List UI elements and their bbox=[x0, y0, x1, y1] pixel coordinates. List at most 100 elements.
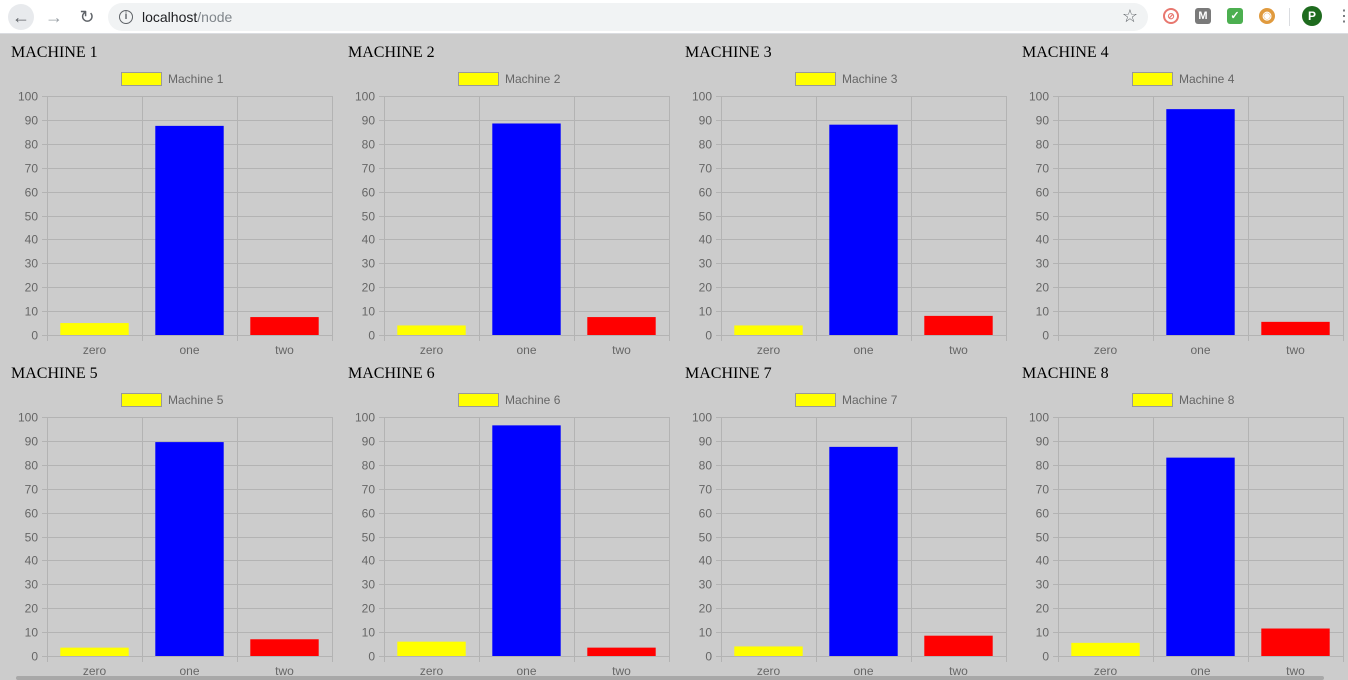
bar-zero[interactable] bbox=[1071, 642, 1140, 656]
bar-two[interactable] bbox=[587, 317, 656, 335]
bar-one[interactable] bbox=[1166, 109, 1235, 336]
chart-legend[interactable]: Machine 2 bbox=[458, 72, 561, 86]
extension-m-icon[interactable]: M bbox=[1195, 8, 1211, 24]
x-tick-label: zero bbox=[420, 664, 444, 677]
menu-kebab-icon[interactable]: ⋮ bbox=[1336, 8, 1348, 25]
chart-legend[interactable]: Machine 8 bbox=[1132, 393, 1235, 407]
legend-label: Machine 5 bbox=[168, 393, 224, 407]
extension-mail-icon[interactable]: ✓ bbox=[1227, 8, 1243, 24]
y-tick-label: 10 bbox=[1036, 626, 1050, 640]
horizontal-scrollbar[interactable] bbox=[16, 676, 1324, 680]
toolbar-divider bbox=[1289, 8, 1290, 26]
reload-icon[interactable]: ↻ bbox=[79, 6, 95, 27]
y-tick-label: 10 bbox=[1036, 305, 1050, 319]
chart-legend[interactable]: Machine 6 bbox=[458, 393, 561, 407]
bar-zero[interactable] bbox=[397, 325, 466, 335]
bar-two[interactable] bbox=[250, 317, 319, 335]
bookmark-star-icon[interactable]: ☆ bbox=[1121, 6, 1138, 26]
bar-chart: Machine 3 0 10 20 30 40 50 60 70 80 90 100 zero one tw… bbox=[692, 72, 1007, 356]
y-tick-label: 20 bbox=[362, 602, 376, 616]
machine-chart-panel: MACHINE 4 Machine 4 0 10 20 30 40 50 60 70 80 90 100… bbox=[1011, 35, 1348, 356]
y-tick-label: 70 bbox=[1036, 162, 1050, 176]
y-tick-label: 90 bbox=[1036, 435, 1050, 449]
bar-zero[interactable] bbox=[734, 646, 803, 656]
bar-zero[interactable] bbox=[397, 641, 466, 656]
bar-one[interactable] bbox=[829, 446, 898, 656]
y-tick-label: 90 bbox=[1036, 114, 1050, 128]
bar-two[interactable] bbox=[587, 647, 656, 656]
chart-legend[interactable]: Machine 1 bbox=[121, 72, 224, 86]
x-tick-label: zero bbox=[83, 664, 107, 677]
y-tick-label: 60 bbox=[25, 186, 39, 200]
y-tick-label: 80 bbox=[362, 459, 376, 473]
bar-chart: Machine 2 0 10 20 30 40 50 60 70 80 90 100 zero one tw… bbox=[355, 72, 670, 356]
y-tick-label: 60 bbox=[699, 507, 713, 521]
y-tick-label: 40 bbox=[699, 554, 713, 568]
y-tick-label: 100 bbox=[1029, 90, 1049, 104]
y-tick-label: 100 bbox=[355, 90, 375, 104]
bar-one[interactable] bbox=[155, 442, 224, 656]
chart-title: MACHINE 1 bbox=[11, 44, 98, 61]
bar-one[interactable] bbox=[155, 125, 224, 335]
x-tick-label: one bbox=[179, 343, 199, 356]
bar-zero[interactable] bbox=[734, 325, 803, 335]
profile-avatar[interactable]: P bbox=[1302, 6, 1322, 26]
bar-chart: Machine 8 0 10 20 30 40 50 60 70 80 90 100 zero one tw… bbox=[1029, 393, 1344, 677]
y-tick-label: 70 bbox=[25, 162, 39, 176]
chart-title: MACHINE 7 bbox=[685, 365, 772, 382]
chart-legend[interactable]: Machine 3 bbox=[795, 72, 898, 86]
y-tick-label: 10 bbox=[699, 626, 713, 640]
x-tick-label: two bbox=[949, 664, 968, 677]
legend-swatch bbox=[121, 393, 162, 407]
legend-swatch bbox=[795, 393, 836, 407]
legend-swatch bbox=[121, 72, 162, 86]
x-tick-label: zero bbox=[1094, 343, 1118, 356]
y-tick-label: 30 bbox=[699, 578, 713, 592]
machine-chart-panel: MACHINE 5 Machine 5 0 10 20 30 40 50 60 70 80 90 100… bbox=[0, 356, 337, 677]
y-tick-label: 90 bbox=[362, 435, 376, 449]
y-tick-label: 60 bbox=[1036, 186, 1050, 200]
extension-owl-icon[interactable]: ◉ bbox=[1259, 8, 1275, 24]
y-tick-label: 70 bbox=[25, 483, 39, 497]
bar-two[interactable] bbox=[1261, 628, 1330, 656]
y-tick-label: 10 bbox=[25, 305, 39, 319]
bar-one[interactable] bbox=[492, 123, 561, 335]
address-bar[interactable]: i localhost/node ☆ bbox=[108, 3, 1148, 31]
y-tick-label: 70 bbox=[699, 483, 713, 497]
bar-zero[interactable] bbox=[60, 647, 129, 656]
back-arrow-icon[interactable]: ← bbox=[8, 4, 34, 30]
y-tick-label: 80 bbox=[25, 138, 39, 152]
extension-blocker-icon[interactable]: ⊘ bbox=[1163, 8, 1179, 24]
url-text[interactable]: localhost/node bbox=[142, 9, 232, 25]
chart-legend[interactable]: Machine 7 bbox=[795, 393, 898, 407]
x-tick-label: zero bbox=[1094, 664, 1118, 677]
y-tick-label: 100 bbox=[355, 411, 375, 425]
y-tick-label: 20 bbox=[1036, 602, 1050, 616]
machine-chart-panel: MACHINE 3 Machine 3 0 10 20 30 40 50 60 70 80 90 100… bbox=[674, 35, 1011, 356]
legend-label: Machine 1 bbox=[168, 72, 224, 86]
bar-one[interactable] bbox=[1166, 457, 1235, 656]
y-tick-label: 70 bbox=[362, 162, 376, 176]
y-tick-label: 10 bbox=[25, 626, 39, 640]
bar-two[interactable] bbox=[924, 315, 993, 335]
y-tick-label: 0 bbox=[368, 650, 375, 664]
y-tick-label: 0 bbox=[1042, 329, 1049, 343]
bar-one[interactable] bbox=[829, 124, 898, 336]
chart-legend[interactable]: Machine 5 bbox=[121, 393, 224, 407]
bar-two[interactable] bbox=[250, 639, 319, 656]
machine-chart-panel: MACHINE 1 Machine 1 0 10 20 30 40 50 60 70 80 90 100… bbox=[0, 35, 337, 356]
x-tick-label: one bbox=[853, 664, 873, 677]
legend-label: Machine 2 bbox=[505, 72, 561, 86]
chart-legend[interactable]: Machine 4 bbox=[1132, 72, 1235, 86]
y-tick-label: 60 bbox=[362, 186, 376, 200]
y-tick-label: 20 bbox=[699, 602, 713, 616]
bar-zero[interactable] bbox=[60, 323, 129, 335]
x-tick-label: one bbox=[1190, 343, 1210, 356]
y-tick-label: 100 bbox=[692, 90, 712, 104]
bar-two[interactable] bbox=[924, 635, 993, 656]
info-icon[interactable]: i bbox=[119, 10, 133, 24]
bar-two[interactable] bbox=[1261, 321, 1330, 335]
forward-arrow-icon[interactable]: → bbox=[45, 6, 63, 27]
bar-one[interactable] bbox=[492, 425, 561, 656]
y-tick-label: 80 bbox=[699, 459, 713, 473]
